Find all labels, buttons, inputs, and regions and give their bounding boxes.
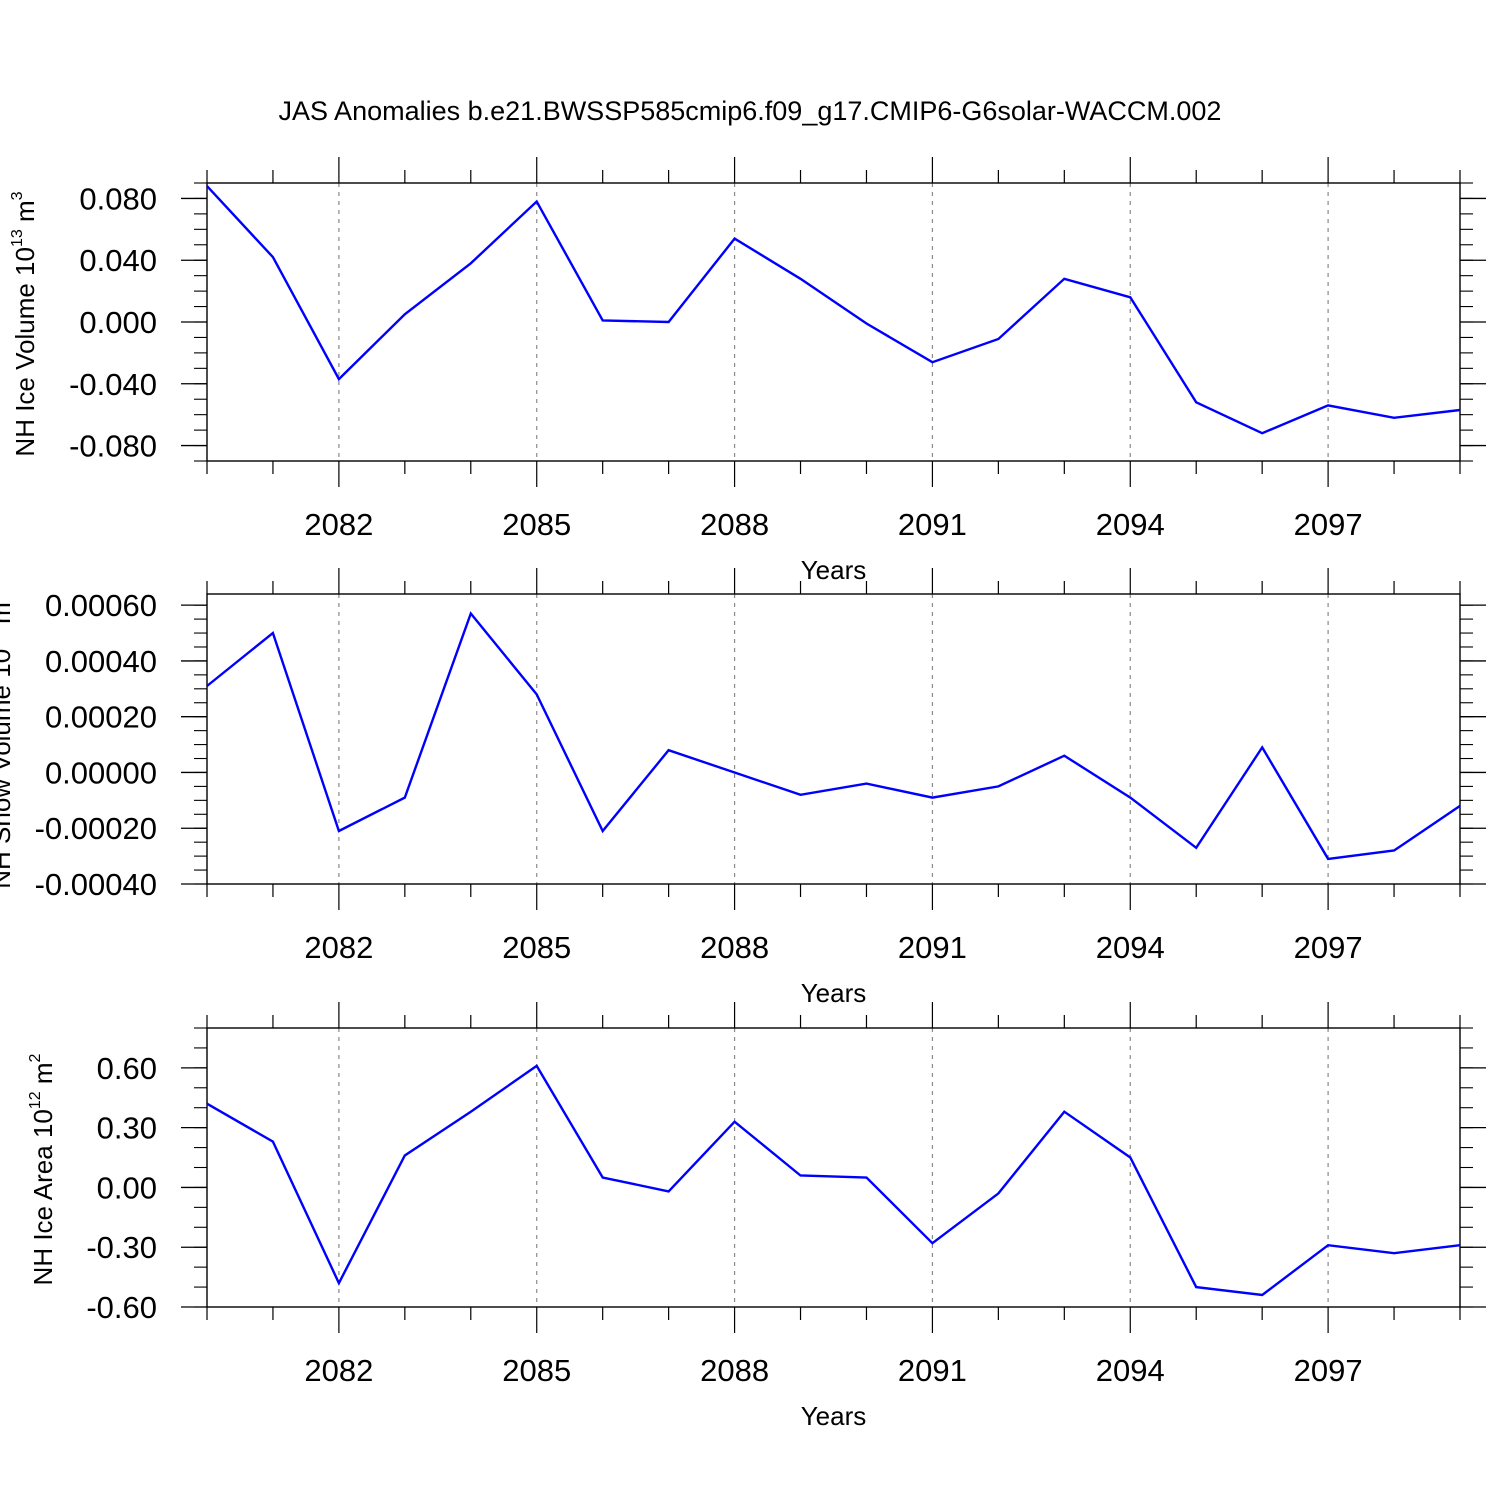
x-axis-label: Years: [801, 555, 867, 585]
y-axis-label: NH Snow Volume 1013 m3: [0, 593, 16, 889]
y-tick-label: 0.00020: [45, 700, 157, 735]
y-tick-label: -0.00020: [35, 811, 157, 846]
x-tick-label: 2097: [1294, 930, 1363, 965]
plot-frame: [206, 182, 1461, 462]
x-tick-label: 2091: [898, 1353, 967, 1388]
x-tick-label: 2094: [1096, 930, 1165, 965]
x-tick-label: 2097: [1294, 507, 1363, 542]
y-tick-label: 0.60: [97, 1051, 157, 1086]
x-tick-label: 2088: [700, 1353, 769, 1388]
x-tick-label: 2082: [304, 1353, 373, 1388]
plot-frame: [206, 593, 1461, 885]
panel-ice-area: 2082 2085 2088 2091 2094 2097 Years 0.60 0.30 0.0…: [27, 1002, 1486, 1431]
x-tick-label: 2082: [304, 507, 373, 542]
x-tick-label: 2088: [700, 507, 769, 542]
x-tick-label: 2094: [1096, 507, 1165, 542]
figure-title: JAS Anomalies b.e21.BWSSP585cmip6.f09_g1…: [279, 96, 1222, 126]
x-tick-label: 2097: [1294, 1353, 1363, 1388]
y-tick-label: 0.30: [97, 1111, 157, 1146]
y-tick-label: -0.00040: [35, 867, 157, 902]
x-tick-label: 2085: [502, 930, 571, 965]
y-tick-label: 0.000: [79, 305, 157, 340]
y-tick-label: 0.040: [79, 243, 157, 278]
y-tick-label: 0.00060: [45, 588, 157, 623]
x-tick-label: 2091: [898, 930, 967, 965]
y-tick-label: -0.040: [69, 367, 157, 402]
y-tick-label: -0.60: [86, 1290, 157, 1325]
y-tick-label: 0.00: [97, 1170, 157, 1205]
x-axis-label: Years: [801, 1401, 867, 1431]
x-tick-label: 2085: [502, 1353, 571, 1388]
plot-frame: [206, 1027, 1461, 1308]
x-tick-label: 2088: [700, 930, 769, 965]
y-tick-label: -0.080: [69, 429, 157, 464]
x-tick-label: 2085: [502, 507, 571, 542]
panel-snow-volume: 2082 2085 2088 2091 2094 2097 Years 0.00060 0.00…: [0, 568, 1486, 1008]
y-tick-label: 0.00040: [45, 644, 157, 679]
series-line: [206, 185, 1461, 435]
y-tick-label: -0.30: [86, 1230, 157, 1265]
panel-ice-volume: 2082 2085 2088 2091 2094 2097 Years 0.080 0.040 0…: [9, 157, 1486, 585]
series-line: [206, 611, 1461, 861]
x-axis-label: Years: [801, 978, 867, 1008]
x-tick-label: 2094: [1096, 1353, 1165, 1388]
y-axis-label: NH Ice Area 1012 m2: [27, 1053, 58, 1285]
x-tick-label: 2091: [898, 507, 967, 542]
series-line: [206, 1064, 1461, 1297]
y-axis-label: NH Ice Volume 1013 m3: [9, 191, 40, 456]
y-tick-label: 0.080: [79, 181, 157, 216]
y-tick-label: 0.00000: [45, 755, 157, 790]
x-tick-label: 2082: [304, 930, 373, 965]
